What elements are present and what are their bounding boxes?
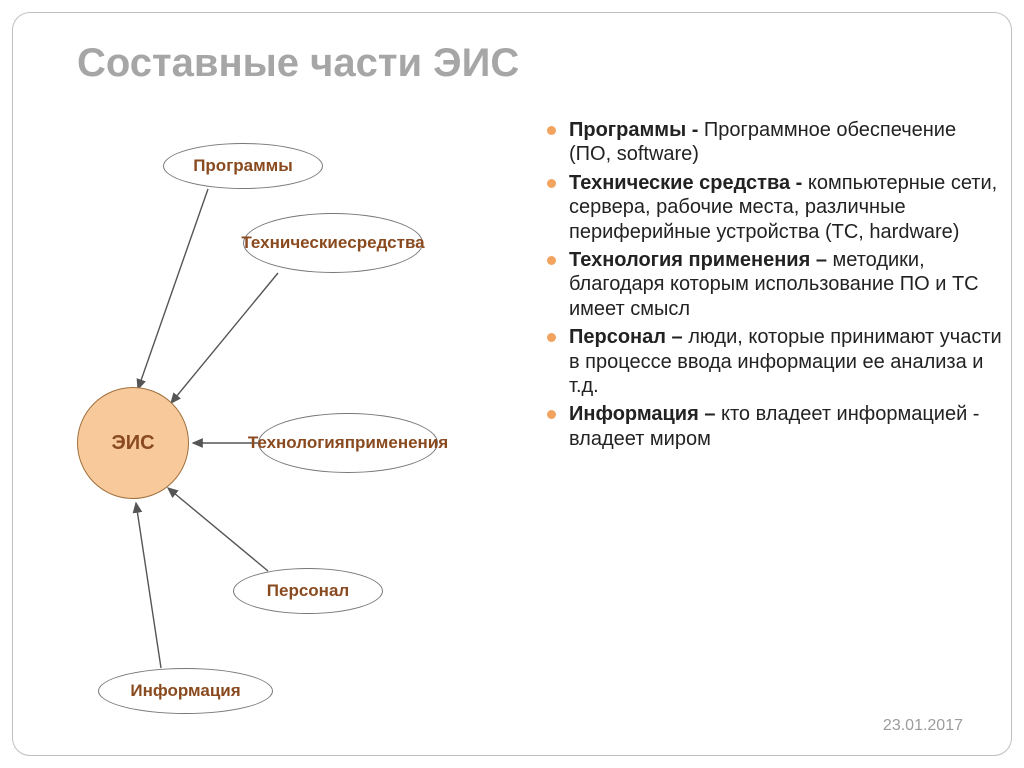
bullet-term: Технические средства - [569,172,808,194]
diagram: ЭИС Программы Техническиесредства Технолог… [43,113,523,733]
diagram-node: Персонал [233,568,383,614]
bullet-item: Программы - Программное обеспечение (ПО,… [543,118,1003,167]
diagram-edge [136,503,161,668]
diagram-node-label: Технология [248,433,345,453]
diagram-edge [171,273,278,403]
bullet-item: Технические средства - компьютерные сети… [543,171,1003,244]
page-title: Составные части ЭИС [77,41,519,86]
diagram-node: Программы [163,143,323,189]
center-node: ЭИС [77,387,189,499]
slide-frame: Составные части ЭИС ЭИС Программы Техниче… [12,12,1012,756]
diagram-edge [168,488,268,571]
bullet-item: Информация – кто владеет информацией - в… [543,402,1003,451]
diagram-node: Технологияприменения [258,413,438,473]
diagram-node-label: средства [347,233,424,253]
bullet-term: Технология применения – [569,249,833,271]
diagram-node-label: Информация [130,681,240,701]
bullet-term: Персонал – [569,326,688,348]
center-node-label: ЭИС [111,432,154,455]
diagram-node-label: Программы [193,156,293,176]
bullet-list: Программы - Программное обеспечение (ПО,… [543,118,1003,455]
diagram-node-label: Технические [241,233,347,253]
diagram-node: Информация [98,668,273,714]
diagram-node-label: применения [345,433,449,453]
bullet-item: Технология применения – методики, благод… [543,248,1003,321]
bullet-term: Программы - [569,119,704,141]
diagram-node-label: Персонал [267,581,349,601]
bullet-term: Информация – [569,403,721,425]
bullet-item: Персонал – люди, которые принимают участ… [543,325,1003,398]
date-label: 23.01.2017 [883,717,963,735]
diagram-node: Техническиесредства [243,213,423,273]
diagram-edge [138,189,208,389]
